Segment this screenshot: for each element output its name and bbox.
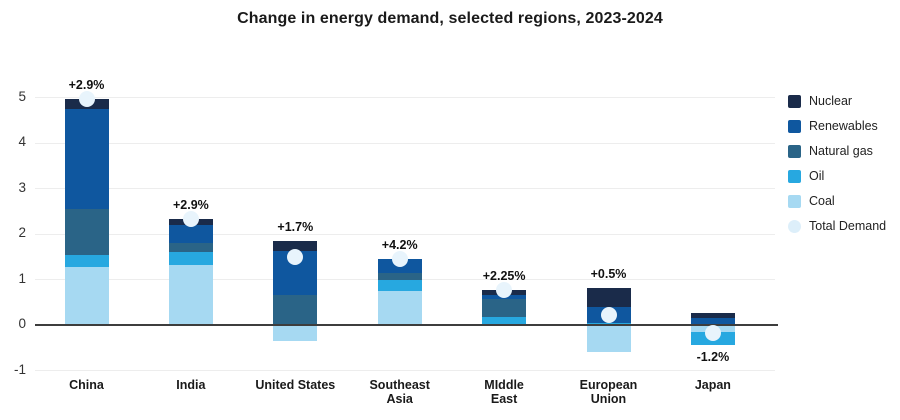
bar-segment-european-union-coal [586, 325, 631, 352]
bar-segment-european-union-nuclear [586, 287, 631, 307]
total-demand-dot-japan [704, 325, 721, 342]
legend-swatch-oil [788, 169, 801, 183]
legend-label: Nuclear [809, 94, 853, 108]
gridline [35, 370, 775, 371]
bar-value-label-india: +2.9% [172, 197, 209, 212]
total-demand-dot-china [78, 91, 95, 108]
bar-segment-china-oil [64, 254, 109, 267]
legend-item-coal: Coal [788, 194, 835, 208]
bar-segment-india-coal [168, 264, 213, 325]
total-demand-dot-european-union [600, 306, 617, 323]
legend-item-natural-gas: Natural gas [788, 144, 873, 158]
bar-segment-japan-nuclear [690, 312, 735, 319]
bar-segment-southeast-asia-coal [377, 290, 422, 325]
total-demand-dot-united-states [287, 248, 304, 265]
bar-segment-united-states-nuclear [273, 240, 318, 251]
bar-segment-china-coal [64, 266, 109, 325]
bar-value-label-china: +2.9% [68, 78, 105, 93]
legend-item-renewables: Renewables [788, 119, 878, 133]
x-axis-label-japan: Japan [694, 378, 731, 392]
bar-segment-india-oil [168, 252, 213, 265]
gridline [35, 142, 775, 144]
bar-segment-japan-renewables [690, 318, 735, 325]
zero-axis-line [35, 324, 778, 326]
bar-segment-china-renewables [64, 109, 109, 210]
y-axis-tick-label: 3 [18, 179, 26, 195]
chart-title: Change in energy demand, selected region… [237, 10, 663, 27]
legend-label: Natural gas [809, 144, 873, 158]
bar-segment-middle-east-oil [482, 317, 527, 325]
y-axis-tick-label: 4 [18, 134, 26, 149]
bar-value-label-united-states: +1.7% [277, 219, 314, 234]
x-axis-label-european-union: European Union [579, 378, 638, 406]
gridline [35, 97, 775, 98]
legend-label: Total Demand [809, 219, 887, 233]
legend-swatch-coal [788, 194, 801, 208]
y-axis-tick-label: 0 [18, 316, 26, 331]
legend-item-total-demand: Total Demand [788, 219, 886, 233]
legend-item-oil: Oil [788, 169, 824, 183]
bar-segment-china-natural_gas [64, 209, 109, 255]
bar-segment-united-states-coal [273, 325, 318, 341]
legend-label: Renewables [809, 119, 878, 133]
legend-label: Coal [809, 194, 835, 208]
total-demand-dot-india [182, 210, 199, 227]
y-axis-tick-label: 2 [18, 225, 26, 240]
x-axis-label-southeast-asia: Southeast Asia [369, 378, 430, 406]
legend-swatch-nuclear [788, 94, 801, 108]
legend-item-nuclear: Nuclear [788, 94, 852, 108]
x-axis-label-united-states: United States [255, 378, 336, 392]
y-axis-tick-label: -1 [13, 361, 26, 377]
legend-label: Oil [809, 169, 825, 183]
gridline [35, 233, 775, 235]
x-axis-label-india: India [176, 378, 206, 392]
bar-value-label-middle-east: +2.25% [482, 268, 526, 283]
legend-swatch-natural-gas [788, 144, 801, 158]
legend-swatch-renewables [788, 119, 801, 133]
total-demand-dot-middle-east [496, 281, 513, 298]
y-axis-tick-label: 5 [18, 88, 26, 104]
bar-value-label-southeast-asia: +4.2% [381, 238, 418, 253]
x-axis-label-middle-east: MIddle East [484, 378, 524, 406]
bar-value-label-japan: -1.2% [696, 350, 730, 365]
x-axis-label-china: China [69, 378, 104, 392]
total-demand-dot-southeast-asia [391, 251, 408, 268]
bar-segment-southeast-asia-natural_gas [377, 273, 422, 280]
gridline [35, 188, 775, 189]
legend-swatch-total-demand [788, 219, 801, 233]
bar-segment-middle-east-natural_gas [482, 298, 527, 318]
bar-segment-southeast-asia-oil [377, 279, 422, 291]
y-axis-tick-label: 1 [18, 270, 26, 286]
bar-value-label-european-union: +0.5% [590, 266, 627, 281]
bar-segment-india-natural_gas [168, 243, 213, 253]
bar-segment-india-renewables [168, 224, 213, 244]
bar-segment-united-states-natural_gas [273, 295, 318, 325]
